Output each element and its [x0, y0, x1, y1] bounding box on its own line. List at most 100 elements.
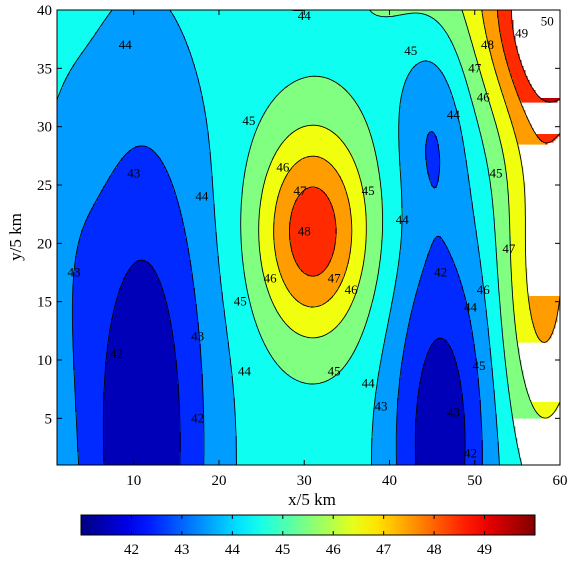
contour-band-cell: [193, 62, 420, 65]
contour-band-cell: [397, 426, 416, 429]
contour-band-cell: [57, 434, 78, 437]
contour-band-cell: [515, 134, 538, 137]
contour-band-cell: [277, 310, 350, 313]
contour-band-cell: [169, 318, 198, 321]
contour-band-cell: [189, 250, 218, 253]
contour-band-cell: [189, 46, 454, 49]
contour-band-cell: [461, 282, 484, 285]
contour-band-cell: [433, 342, 448, 345]
contour-band-cell: [439, 172, 468, 175]
contour-band-cell: [203, 454, 238, 457]
contour-band-cell: [455, 356, 476, 359]
contour-band-cell: [343, 182, 362, 185]
contour-band-cell: [383, 220, 404, 223]
contour-band-cell: [195, 300, 224, 303]
contour-band-cell: [293, 330, 332, 333]
contour-band-cell: [73, 274, 126, 277]
contour-band-cell: [483, 288, 500, 291]
contour-band-cell: [125, 154, 158, 157]
contour-band-cell: [365, 212, 384, 215]
contour-band-cell: [505, 164, 522, 167]
contour-band-cell: [277, 264, 298, 267]
contour-band-cell: [199, 328, 228, 331]
contour-band-cell: [267, 170, 290, 173]
contour-band-cell: [467, 306, 486, 309]
contour-band-cell: [275, 220, 292, 223]
contour-band-cell: [171, 182, 214, 185]
contour-band-cell: [371, 450, 398, 453]
contour-band-cell: [57, 132, 210, 135]
contour-band-cell: [289, 84, 340, 87]
contour-band-cell: [391, 306, 414, 309]
contour-band-cell: [381, 364, 402, 367]
contour-band-cell: [79, 458, 104, 461]
contour-band-cell: [179, 424, 204, 427]
contour-band-cell: [473, 48, 490, 51]
contour-band-cell: [327, 380, 378, 383]
contour-band-cell: [75, 382, 106, 385]
contour-band-cell: [361, 182, 382, 185]
contour-band-cell: [175, 346, 202, 349]
contour-band-cell: [477, 360, 492, 363]
contour-band-cell: [255, 130, 296, 133]
contour-band-cell: [267, 108, 360, 111]
contour-band-cell: [493, 384, 510, 387]
contour-band-cell: [203, 400, 236, 403]
contour-band-cell: [115, 304, 168, 307]
contour-band-cell: [429, 174, 440, 177]
contour-band-cell: [481, 402, 496, 405]
contour-band-cell: [545, 100, 558, 103]
contour-label: 44: [119, 37, 133, 52]
contour-band-cell: [179, 410, 204, 413]
contour-band-cell: [509, 210, 526, 213]
contour-band-cell: [57, 62, 76, 65]
contour-band-cell: [379, 168, 402, 171]
contour-band-cell: [401, 192, 472, 195]
contour-band-cell: [377, 280, 396, 283]
contour-band-cell: [229, 354, 272, 357]
contour-band-cell: [333, 250, 352, 253]
contour-band-cell: [243, 258, 262, 261]
contour-band-cell: [57, 42, 90, 45]
contour-band-cell: [491, 56, 506, 59]
contour-band-cell: [415, 432, 466, 435]
contour-band-cell: [271, 160, 300, 163]
contour-band-cell: [329, 264, 348, 267]
contour-band-cell: [415, 436, 466, 439]
contour-band-cell: [241, 200, 262, 203]
contour-band-cell: [499, 460, 522, 463]
contour-band-cell: [397, 430, 416, 433]
contour-band-cell: [383, 238, 402, 241]
contour-band-cell: [459, 370, 478, 373]
contour-band-cell: [119, 162, 164, 165]
contour-band-cell: [67, 76, 198, 79]
contour-band-cell: [529, 306, 560, 309]
contour-band-cell: [461, 284, 484, 287]
contour-band-cell: [73, 324, 112, 327]
contour-band-cell: [453, 350, 476, 353]
contour-band-cell: [361, 274, 378, 277]
contour-band-cell: [371, 438, 398, 441]
contour-band-cell: [197, 308, 224, 311]
contour-band-cell: [479, 398, 496, 401]
contour-band-cell: [291, 246, 336, 249]
contour-band-cell: [383, 226, 402, 229]
contour-band-cell: [499, 292, 514, 295]
contour-band-cell: [503, 156, 522, 159]
contour-band-cell: [211, 166, 246, 169]
contour-band-cell: [335, 238, 352, 241]
contour-band-cell: [297, 262, 330, 265]
contour-band-cell: [73, 332, 110, 335]
contour-band-cell: [73, 340, 110, 343]
contour-band-cell: [97, 198, 178, 201]
contour-band-cell: [505, 162, 522, 165]
contour-band-cell: [419, 284, 462, 287]
contour-band-cell: [449, 36, 472, 39]
contour-band-cell: [75, 264, 134, 267]
contour-band-cell: [63, 86, 202, 89]
contour-band-cell: [425, 150, 440, 153]
contour-band-cell: [439, 174, 470, 177]
contour-band-cell: [257, 126, 304, 129]
contour-band-cell: [403, 86, 450, 89]
contour-band-cell: [459, 120, 478, 123]
